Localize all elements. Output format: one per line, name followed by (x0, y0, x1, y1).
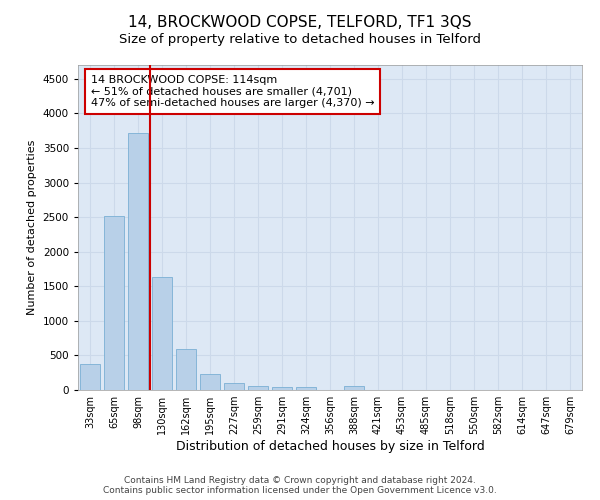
Text: Size of property relative to detached houses in Telford: Size of property relative to detached ho… (119, 32, 481, 46)
Y-axis label: Number of detached properties: Number of detached properties (27, 140, 37, 315)
Bar (152, 278, 172, 390)
X-axis label: Distribution of detached houses by size in Telford: Distribution of detached houses by size … (176, 440, 484, 453)
Bar (80, 364, 100, 390)
Bar (344, 386, 364, 390)
Bar (128, 133, 148, 390)
Bar (296, 387, 316, 390)
Bar (104, 216, 124, 390)
Bar (176, 349, 196, 390)
Text: 14, BROCKWOOD COPSE, TELFORD, TF1 3QS: 14, BROCKWOOD COPSE, TELFORD, TF1 3QS (128, 15, 472, 30)
Text: Contains HM Land Registry data © Crown copyright and database right 2024.
Contai: Contains HM Land Registry data © Crown c… (103, 476, 497, 495)
Bar (272, 387, 292, 390)
Bar (200, 374, 220, 390)
Bar (248, 386, 268, 390)
Bar (224, 383, 244, 390)
Text: 14 BROCKWOOD COPSE: 114sqm
← 51% of detached houses are smaller (4,701)
47% of s: 14 BROCKWOOD COPSE: 114sqm ← 51% of deta… (91, 74, 374, 108)
